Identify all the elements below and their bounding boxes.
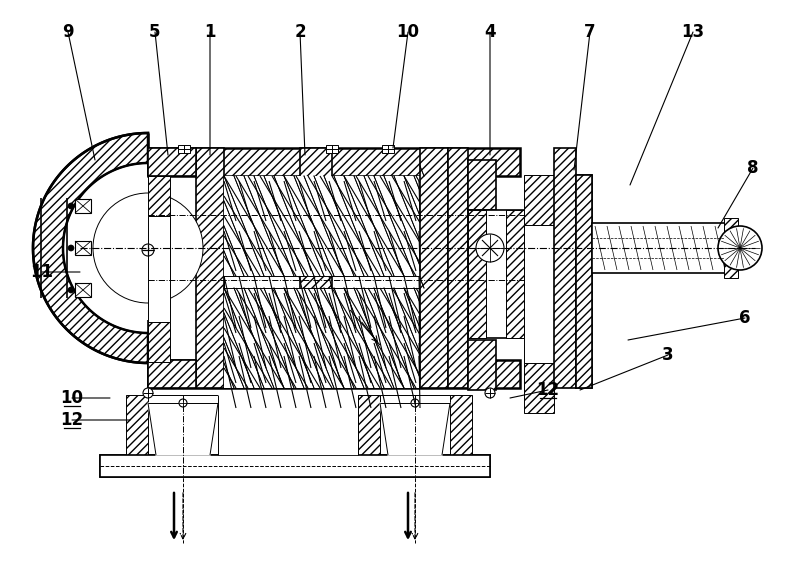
Text: 12: 12: [537, 381, 559, 399]
Bar: [524, 225, 554, 363]
Bar: [148, 395, 218, 403]
Bar: [592, 223, 732, 273]
Bar: [468, 210, 524, 338]
Text: 9: 9: [62, 23, 74, 41]
Bar: [148, 322, 170, 362]
Text: 13: 13: [682, 23, 705, 41]
Bar: [148, 216, 170, 322]
Bar: [420, 148, 448, 388]
Bar: [148, 148, 520, 176]
Polygon shape: [148, 403, 218, 455]
Bar: [148, 176, 170, 216]
Bar: [332, 176, 420, 388]
Text: 8: 8: [747, 159, 758, 177]
Bar: [224, 288, 420, 388]
Circle shape: [68, 245, 74, 251]
Bar: [468, 210, 486, 338]
Bar: [100, 455, 490, 477]
Circle shape: [143, 388, 153, 398]
Circle shape: [718, 226, 762, 270]
Bar: [218, 395, 358, 455]
Bar: [75, 283, 91, 297]
Bar: [382, 145, 394, 153]
Bar: [448, 148, 468, 388]
Bar: [576, 175, 592, 388]
Text: 11: 11: [30, 263, 54, 281]
Circle shape: [476, 234, 504, 262]
Bar: [506, 210, 524, 338]
Bar: [75, 199, 91, 213]
Text: 7: 7: [584, 23, 596, 41]
Bar: [148, 148, 196, 176]
Bar: [218, 395, 240, 455]
Bar: [224, 176, 420, 276]
Bar: [224, 176, 300, 388]
Circle shape: [68, 287, 74, 293]
Polygon shape: [380, 403, 450, 455]
Circle shape: [93, 193, 203, 303]
Bar: [300, 148, 332, 388]
Bar: [450, 395, 472, 455]
Bar: [468, 340, 496, 390]
Text: 6: 6: [739, 309, 750, 327]
Text: 12: 12: [61, 411, 83, 429]
Bar: [468, 160, 496, 210]
Bar: [326, 145, 338, 153]
Polygon shape: [33, 133, 148, 363]
Bar: [224, 288, 420, 388]
Text: 10: 10: [61, 389, 83, 407]
Bar: [148, 360, 196, 388]
Text: 3: 3: [662, 346, 674, 364]
Circle shape: [142, 244, 154, 256]
Bar: [196, 148, 224, 388]
Bar: [524, 175, 554, 225]
Bar: [148, 360, 520, 388]
Bar: [524, 363, 554, 413]
Bar: [380, 395, 450, 403]
Bar: [724, 218, 738, 278]
Bar: [75, 241, 91, 255]
Bar: [100, 455, 490, 477]
Text: 5: 5: [150, 23, 161, 41]
Bar: [554, 148, 576, 388]
Text: 1: 1: [204, 23, 216, 41]
Circle shape: [68, 203, 74, 209]
Bar: [358, 395, 380, 455]
Text: 2: 2: [294, 23, 306, 41]
Circle shape: [179, 399, 187, 407]
Text: 4: 4: [484, 23, 496, 41]
Bar: [576, 175, 592, 388]
Bar: [224, 176, 420, 276]
Polygon shape: [33, 133, 148, 363]
Circle shape: [411, 399, 419, 407]
Circle shape: [485, 388, 495, 398]
Text: 10: 10: [397, 23, 419, 41]
Bar: [178, 145, 190, 153]
Bar: [224, 176, 420, 388]
Bar: [126, 395, 148, 455]
